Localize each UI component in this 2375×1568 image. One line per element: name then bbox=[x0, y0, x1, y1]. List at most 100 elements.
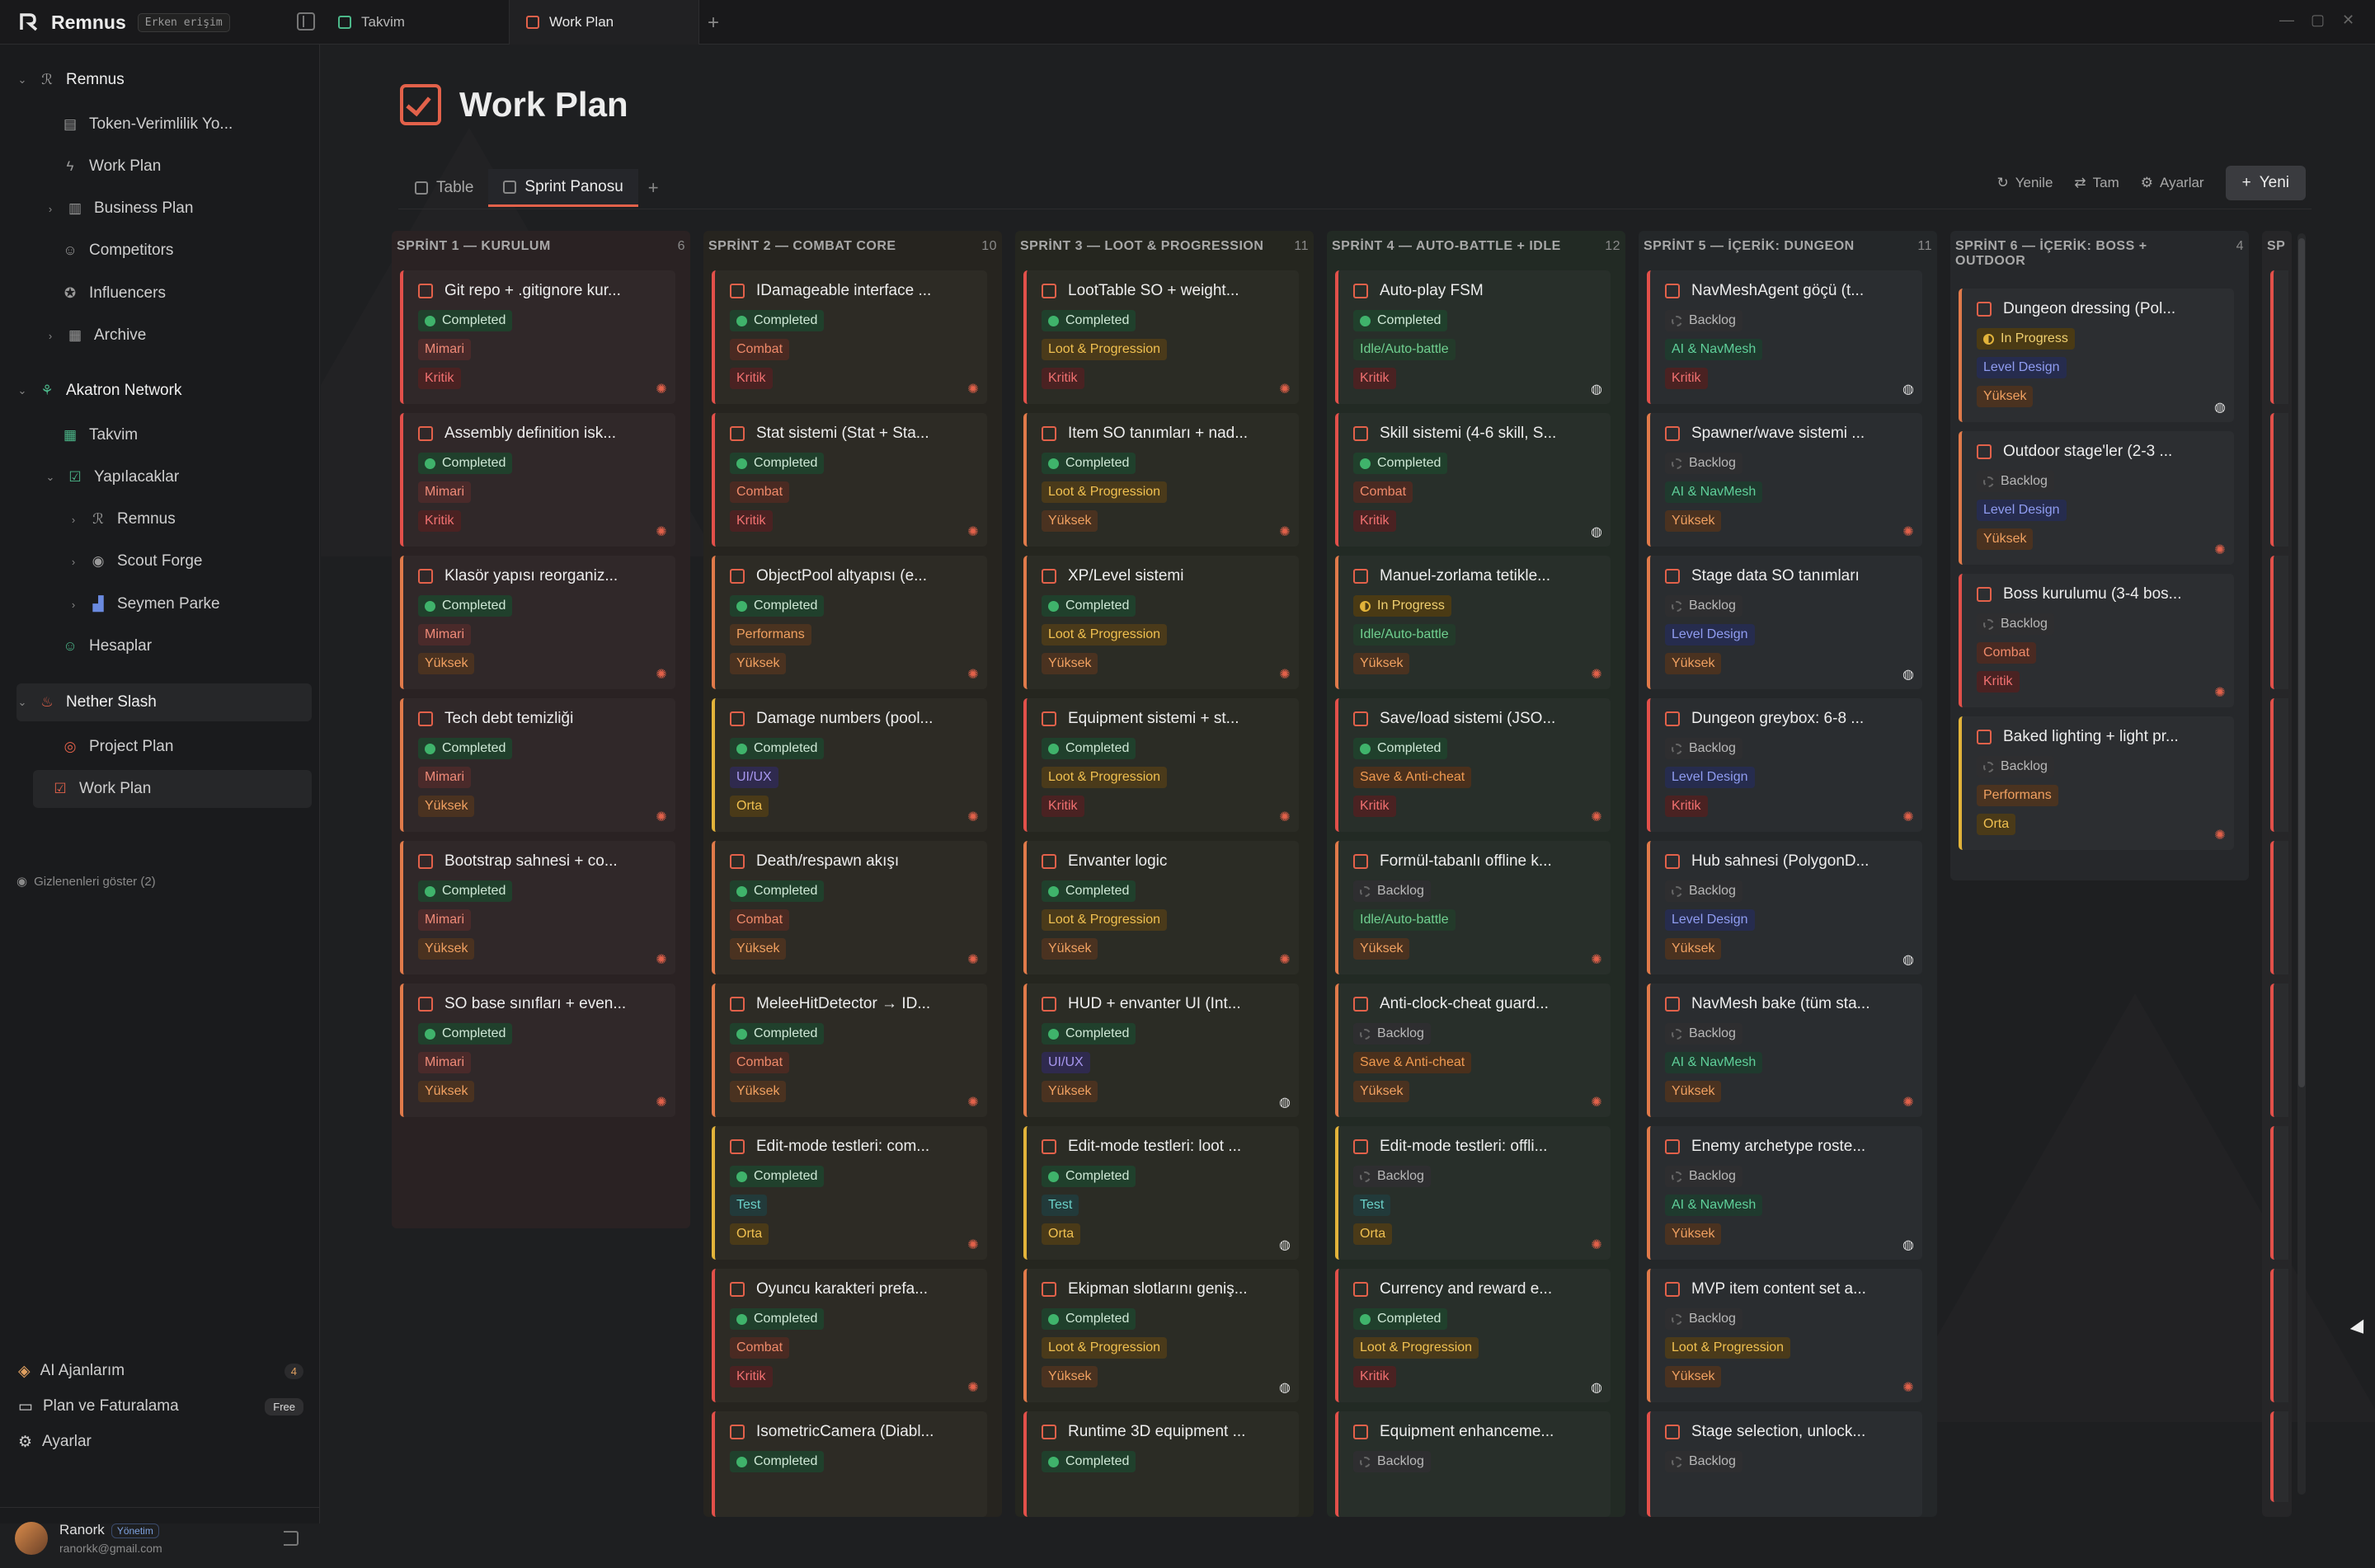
task-card[interactable]: Stage selection, unlock... Backlog bbox=[1647, 1411, 1922, 1517]
task-card-peek[interactable] bbox=[2270, 1269, 2288, 1402]
task-card-peek[interactable] bbox=[2270, 1126, 2288, 1260]
checkbox-icon[interactable] bbox=[1353, 426, 1368, 441]
task-card[interactable]: NavMesh bake (tüm sta... Backlog AI & NavM… bbox=[1647, 984, 1922, 1117]
task-card[interactable]: Oyuncu karakteri prefa... Completed Combat… bbox=[712, 1269, 987, 1402]
checkbox-icon[interactable] bbox=[730, 997, 745, 1012]
task-card[interactable]: XP/Level sistemi Completed Loot & Progress… bbox=[1023, 556, 1299, 689]
task-card[interactable]: Runtime 3D equipment ... Completed bbox=[1023, 1411, 1299, 1517]
checkbox-icon[interactable] bbox=[1353, 284, 1368, 298]
checkbox-icon[interactable] bbox=[418, 854, 433, 869]
task-card[interactable]: NavMeshAgent göçü (t... Backlog AI & NavMe… bbox=[1647, 270, 1922, 404]
workspace-remnus[interactable]: ⌄ ℛ Remnus bbox=[17, 71, 125, 88]
sidebar-item-remnus-sub[interactable]: › ℛ Remnus bbox=[68, 500, 176, 538]
tab-sprint-panosu[interactable]: Sprint Panosu bbox=[488, 169, 638, 207]
task-card[interactable]: Assembly definition isk... Completed Mimar… bbox=[400, 413, 675, 547]
settings-link[interactable]: ⚙ Ayarlar bbox=[18, 1433, 92, 1451]
task-card[interactable]: SO base sınıfları + even... Completed Mima… bbox=[400, 984, 675, 1117]
checkbox-icon[interactable] bbox=[1353, 1282, 1368, 1297]
checkbox-icon[interactable] bbox=[730, 854, 745, 869]
task-card[interactable]: Spawner/wave sistemi ... Backlog AI & NavM… bbox=[1647, 413, 1922, 547]
task-card[interactable]: Enemy archetype roste... Backlog AI & NavM… bbox=[1647, 1126, 1922, 1260]
task-card[interactable]: Stage data SO tanımları Backlog Level Desi… bbox=[1647, 556, 1922, 689]
checkbox-icon[interactable] bbox=[1977, 730, 1992, 744]
task-card[interactable]: Manuel-zorlama tetikle... In Progress Idle… bbox=[1335, 556, 1611, 689]
plan-billing-link[interactable]: ▭ Plan ve Faturalama Free bbox=[18, 1392, 303, 1420]
task-card-peek[interactable] bbox=[2270, 270, 2288, 404]
sidebar-item-competitors[interactable]: ☺ Competitors bbox=[51, 232, 173, 270]
task-card[interactable]: ObjectPool altyapısı (e... Completed Perfo… bbox=[712, 556, 987, 689]
task-card[interactable]: MeleeHitDetector → ID... Completed Combat Y… bbox=[712, 984, 987, 1117]
task-card[interactable]: Baked lighting + light pr... Backlog Perfo… bbox=[1959, 716, 2234, 850]
task-card[interactable]: Currency and reward e... Completed Loot & … bbox=[1335, 1269, 1611, 1402]
checkbox-icon[interactable] bbox=[418, 569, 433, 584]
task-card[interactable]: Klasör yapısı reorganiz... Completed Mimar… bbox=[400, 556, 675, 689]
checkbox-icon[interactable] bbox=[1353, 569, 1368, 584]
task-card[interactable]: Edit-mode testleri: offli... Backlog Test O… bbox=[1335, 1126, 1611, 1260]
checkbox-icon[interactable] bbox=[1042, 711, 1056, 726]
sidebar-item-scout-forge[interactable]: › ◉ Scout Forge bbox=[68, 542, 203, 580]
checkbox-icon[interactable] bbox=[1977, 302, 1992, 317]
sidebar-item-seymen-parke[interactable]: › ▟ Seymen Parke bbox=[68, 585, 220, 623]
new-item-button[interactable]: + Yeni bbox=[2225, 166, 2306, 200]
task-card[interactable]: Ekipman slotlarını geniş... Completed Loot… bbox=[1023, 1269, 1299, 1402]
checkbox-icon[interactable] bbox=[1042, 426, 1056, 441]
task-card[interactable]: Git repo + .gitignore kur... Completed Mim… bbox=[400, 270, 675, 404]
checkbox-icon[interactable] bbox=[1665, 569, 1680, 584]
chevron-right-icon[interactable]: › bbox=[48, 202, 53, 215]
task-card[interactable]: Envanter logic Completed Loot & Progressio… bbox=[1023, 841, 1299, 974]
chevron-down-icon[interactable]: ⌄ bbox=[17, 73, 27, 86]
task-card[interactable]: Anti-clock-cheat guard... Backlog Save & A… bbox=[1335, 984, 1611, 1117]
checkbox-icon[interactable] bbox=[1042, 1425, 1056, 1439]
checkbox-icon[interactable] bbox=[1665, 1282, 1680, 1297]
workspace-akatron-network[interactable]: ⌄ ⚘ Akatron Network bbox=[17, 382, 182, 399]
checkbox-icon[interactable] bbox=[730, 284, 745, 298]
checkbox-icon[interactable] bbox=[730, 1139, 745, 1154]
sidebar-item-business-plan[interactable]: › ▥ Business Plan bbox=[45, 190, 194, 228]
scrollbar-thumb[interactable] bbox=[2298, 238, 2305, 1087]
task-card[interactable]: Hub sahnesi (PolygonD... Backlog Level Des… bbox=[1647, 841, 1922, 974]
task-card[interactable]: Outdoor stage'ler (2-3 ... Backlog Level D… bbox=[1959, 431, 2234, 565]
add-view-button[interactable]: + bbox=[647, 177, 659, 198]
sidebar-toggle-icon[interactable] bbox=[297, 12, 315, 31]
sidebar-item-project-plan[interactable]: ◎ Project Plan bbox=[51, 728, 174, 766]
sidebar-item-work-plan-active[interactable]: ☑ Work Plan bbox=[33, 770, 312, 808]
checkbox-icon[interactable] bbox=[1042, 854, 1056, 869]
close-icon[interactable]: ✕ bbox=[2342, 12, 2355, 28]
task-card[interactable]: IDamageable interface ... Completed Combat… bbox=[712, 270, 987, 404]
task-card[interactable]: MVP item content set a... Backlog Loot & P… bbox=[1647, 1269, 1922, 1402]
chevron-right-icon[interactable]: › bbox=[48, 329, 53, 342]
sidebar-item-work-plan[interactable]: ϟ Work Plan bbox=[51, 148, 162, 185]
task-card[interactable]: Item SO tanımları + nad... Completed Loot … bbox=[1023, 413, 1299, 547]
checkbox-icon[interactable] bbox=[1042, 1282, 1056, 1297]
checkbox-icon[interactable] bbox=[1665, 997, 1680, 1012]
tab-table[interactable]: Table bbox=[400, 169, 488, 207]
sidebar-item-yapilacaklar[interactable]: ⌄ ☑ Yapılacaklar bbox=[45, 468, 180, 486]
checkbox-icon[interactable] bbox=[1665, 711, 1680, 726]
task-card[interactable]: Bootstrap sahnesi + co... Completed Mimari… bbox=[400, 841, 675, 974]
task-card-peek[interactable] bbox=[2270, 984, 2288, 1117]
task-card[interactable]: Damage numbers (pool... Completed UI/UX Ort… bbox=[712, 698, 987, 832]
sidebar-item-takvim[interactable]: ▦ Takvim bbox=[51, 416, 138, 454]
task-card-peek[interactable] bbox=[2270, 413, 2288, 547]
checkbox-icon[interactable] bbox=[1665, 1139, 1680, 1154]
checkbox-icon[interactable] bbox=[730, 426, 745, 441]
checkbox-icon[interactable] bbox=[418, 284, 433, 298]
task-card-peek[interactable] bbox=[2270, 1411, 2288, 1502]
task-card-peek[interactable] bbox=[2270, 556, 2288, 689]
show-hidden-toggle[interactable]: ◉ Gizlenenleri göster (2) bbox=[16, 874, 156, 890]
ai-agents-link[interactable]: ◈ AI Ajanlarım 4 bbox=[18, 1357, 303, 1385]
logout-icon[interactable] bbox=[284, 1531, 299, 1546]
sidebar-item-archive[interactable]: › ▦ Archive bbox=[45, 317, 147, 354]
refresh-button[interactable]: ↻ Yenile bbox=[1996, 175, 2053, 190]
checkbox-icon[interactable] bbox=[1665, 854, 1680, 869]
checkbox-icon[interactable] bbox=[1353, 1139, 1368, 1154]
chevron-right-icon[interactable]: › bbox=[71, 598, 76, 611]
chevron-right-icon[interactable]: › bbox=[71, 555, 76, 568]
tab-takvim[interactable]: Takvim bbox=[322, 0, 510, 45]
task-card[interactable]: Dungeon greybox: 6-8 ... Backlog Level Des… bbox=[1647, 698, 1922, 832]
sidebar-item-token[interactable]: ▤ Token-Verimlilik Yo... bbox=[51, 106, 233, 143]
task-card[interactable]: Edit-mode testleri: com... Completed Test O… bbox=[712, 1126, 987, 1260]
checkbox-icon[interactable] bbox=[1042, 1139, 1056, 1154]
task-card[interactable]: Boss kurulumu (3-4 bos... Backlog Combat Kr… bbox=[1959, 574, 2234, 707]
task-card[interactable]: Stat sistemi (Stat + Sta... Completed Comb… bbox=[712, 413, 987, 547]
